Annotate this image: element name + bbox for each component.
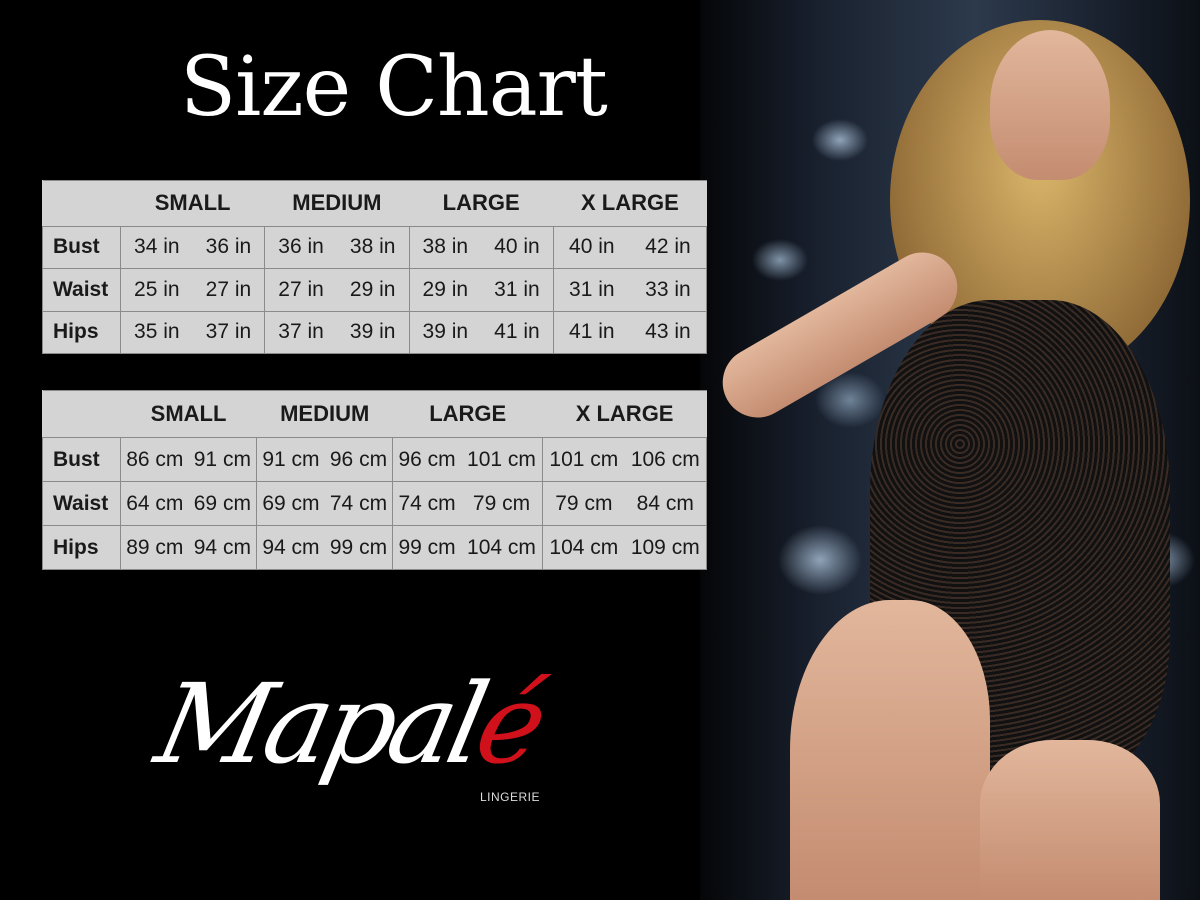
size-header-small: SMALL xyxy=(120,389,257,439)
measurement-cell: 31 in xyxy=(552,268,630,312)
measurement-cell: 86 cm xyxy=(119,437,189,483)
size-table-cm: SMALL MEDIUM LARGE X LARGE Bust 86 cm 91 cm 91 … xyxy=(42,389,707,570)
row-label: Bust xyxy=(42,225,121,270)
table-row-waist: Waist 64 cm 69 cm 69 cm 74 cm 74 cm 79 cm 79 cm… xyxy=(42,481,707,527)
measurement-cell: 69 cm xyxy=(188,481,258,527)
measurement-cell: 34 in xyxy=(119,225,193,270)
measurement-cell: 84 cm xyxy=(624,481,707,527)
measurement-cell: 43 in xyxy=(629,310,707,355)
size-header-large: LARGE xyxy=(392,389,543,439)
measurement-cell: 40 in xyxy=(552,225,630,270)
measurement-cell: 101 cm xyxy=(460,437,544,483)
size-header-medium: MEDIUM xyxy=(256,389,393,439)
header-row: SMALL MEDIUM LARGE X LARGE xyxy=(42,389,707,439)
size-header-medium: MEDIUM xyxy=(264,180,409,227)
size-header-x-large: X LARGE xyxy=(553,180,707,227)
brand-logo: Mapalé xyxy=(146,660,552,788)
measurement-cell: 79 cm xyxy=(460,481,544,527)
measurement-cell: 89 cm xyxy=(119,525,189,570)
measurement-cell: 106 cm xyxy=(624,437,707,483)
measurement-cell: 27 in xyxy=(264,268,337,312)
measurement-cell: 36 in xyxy=(264,225,337,270)
leg-shape xyxy=(790,600,990,900)
measurement-cell: 27 in xyxy=(192,268,266,312)
measurement-cell: 39 in xyxy=(408,310,482,355)
header-row: SMALL MEDIUM LARGE X LARGE xyxy=(42,180,707,227)
page-title: Size Chart xyxy=(180,40,608,135)
table-row-hips: Hips 35 in 37 in 37 in 39 in 39 in 41 in 41 in 4… xyxy=(42,310,707,355)
face-shape xyxy=(990,30,1110,180)
row-label: Waist xyxy=(42,268,121,312)
measurement-cell: 91 cm xyxy=(256,437,325,483)
measurement-cell: 33 in xyxy=(629,268,707,312)
measurement-cell: 96 cm xyxy=(392,437,461,483)
measurement-cell: 35 in xyxy=(119,310,193,355)
measurement-cell: 29 in xyxy=(408,268,482,312)
empty-header xyxy=(42,389,121,439)
measurement-cell: 41 in xyxy=(481,310,554,355)
table-row-hips: Hips 89 cm 94 cm 94 cm 99 cm 99 cm 104 cm 104 c… xyxy=(42,525,707,570)
size-header-small: SMALL xyxy=(120,180,265,227)
measurement-cell: 64 cm xyxy=(119,481,189,527)
table-row-bust: Bust 34 in 36 in 36 in 38 in 38 in 40 in 40 in 4… xyxy=(42,225,707,270)
row-label: Waist xyxy=(42,481,121,527)
row-label: Hips xyxy=(42,310,121,355)
measurement-cell: 38 in xyxy=(336,225,410,270)
measurement-cell: 29 in xyxy=(336,268,410,312)
table-row-waist: Waist 25 in 27 in 27 in 29 in 29 in 31 in 31 in… xyxy=(42,268,707,312)
size-header-x-large: X LARGE xyxy=(542,389,707,439)
measurement-cell: 74 cm xyxy=(324,481,394,527)
measurement-cell: 109 cm xyxy=(624,525,707,570)
measurement-cell: 79 cm xyxy=(542,481,625,527)
model-photo xyxy=(700,0,1200,900)
measurement-cell: 99 cm xyxy=(324,525,394,570)
measurement-cell: 101 cm xyxy=(542,437,625,483)
measurement-cell: 37 in xyxy=(192,310,266,355)
leg-shape-2 xyxy=(980,740,1160,900)
measurement-cell: 38 in xyxy=(408,225,482,270)
measurement-cell: 31 in xyxy=(481,268,554,312)
measurement-cell: 41 in xyxy=(552,310,630,355)
measurement-cell: 99 cm xyxy=(392,525,461,570)
row-label: Bust xyxy=(42,437,121,483)
measurement-cell: 104 cm xyxy=(460,525,544,570)
size-table-inches: SMALL MEDIUM LARGE X LARGE Bust 34 in 36 in 36 … xyxy=(42,180,707,355)
measurement-cell: 42 in xyxy=(629,225,707,270)
measurement-cell: 25 in xyxy=(119,268,193,312)
row-label: Hips xyxy=(42,525,121,570)
logo-subtitle: LINGERIE xyxy=(480,790,541,804)
measurement-cell: 91 cm xyxy=(188,437,258,483)
measurement-cell: 74 cm xyxy=(392,481,461,527)
measurement-cell: 94 cm xyxy=(188,525,258,570)
measurement-cell: 36 in xyxy=(192,225,266,270)
measurement-cell: 69 cm xyxy=(256,481,325,527)
measurement-cell: 39 in xyxy=(336,310,410,355)
logo-text: Mapal xyxy=(146,660,493,788)
measurement-cell: 37 in xyxy=(264,310,337,355)
table-row-bust: Bust 86 cm 91 cm 91 cm 96 cm 96 cm 101 cm 101 c… xyxy=(42,437,707,483)
measurement-cell: 94 cm xyxy=(256,525,325,570)
size-header-large: LARGE xyxy=(409,180,554,227)
empty-header xyxy=(42,180,121,227)
measurement-cell: 104 cm xyxy=(542,525,625,570)
measurement-cell: 96 cm xyxy=(324,437,394,483)
measurement-cell: 40 in xyxy=(481,225,554,270)
